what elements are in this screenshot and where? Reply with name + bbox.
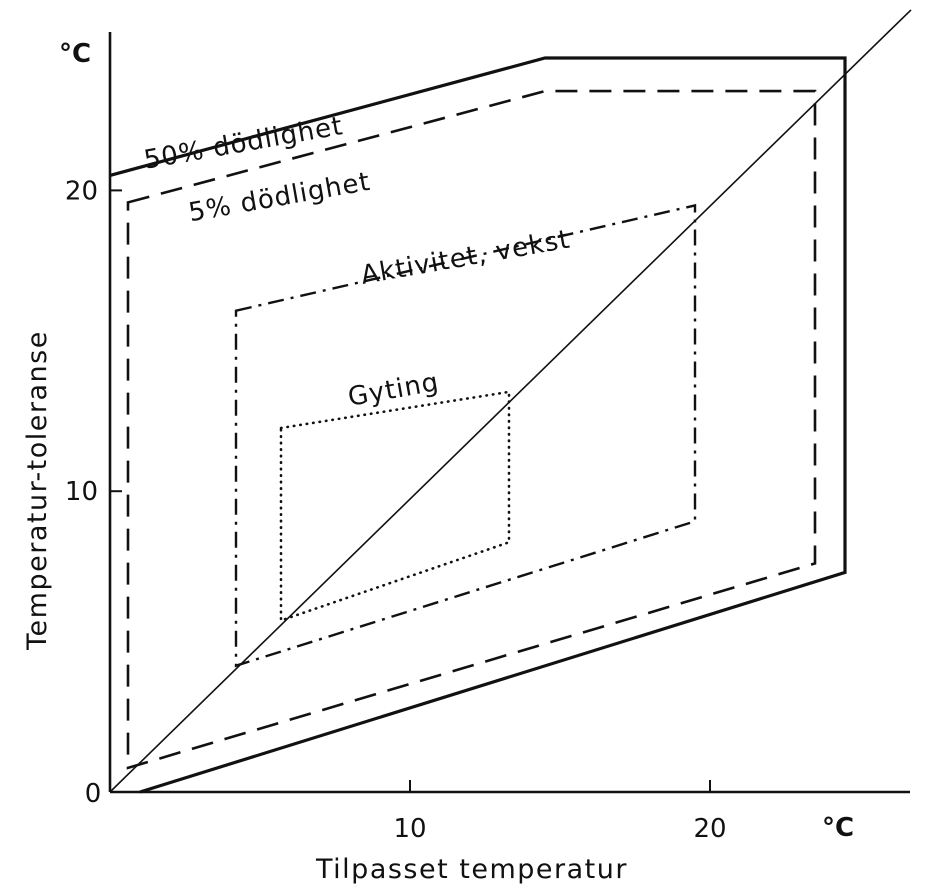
y-tick-label-20: 20 — [65, 176, 98, 206]
plot-text: 0 °C °C Tilpasset temperatur Temperatur-… — [22, 39, 854, 885]
origin-label: 0 — [85, 779, 102, 809]
x-tick-label-20: 20 — [693, 814, 726, 844]
x-axis-label: Tilpasset temperatur — [315, 854, 628, 885]
series-label-gyting: Gyting — [346, 367, 442, 413]
series-line-aktivitet-vekst — [234, 203, 697, 668]
series-label-50-d-dlighet: 50% dödlighet — [142, 111, 346, 176]
x-unit-label: °C — [822, 813, 854, 843]
series-label-aktivitet-vekst: Aktivitet, vekst — [359, 225, 573, 291]
series-line-50-d-dlighet — [109, 56, 847, 794]
y-unit-label: °C — [59, 39, 91, 69]
series-line-gyting — [279, 390, 511, 623]
series-label-5-d-dlighet: 5% dödlighet — [186, 167, 372, 229]
plot-lines — [108, 9, 912, 794]
y-axis-label: Temperatur-toleranse — [22, 330, 53, 651]
x-tick-label-10: 10 — [393, 814, 426, 844]
series-line-5-d-dlighet — [126, 89, 817, 770]
y-tick-label-10: 10 — [65, 477, 98, 507]
reference-line — [109, 9, 912, 793]
